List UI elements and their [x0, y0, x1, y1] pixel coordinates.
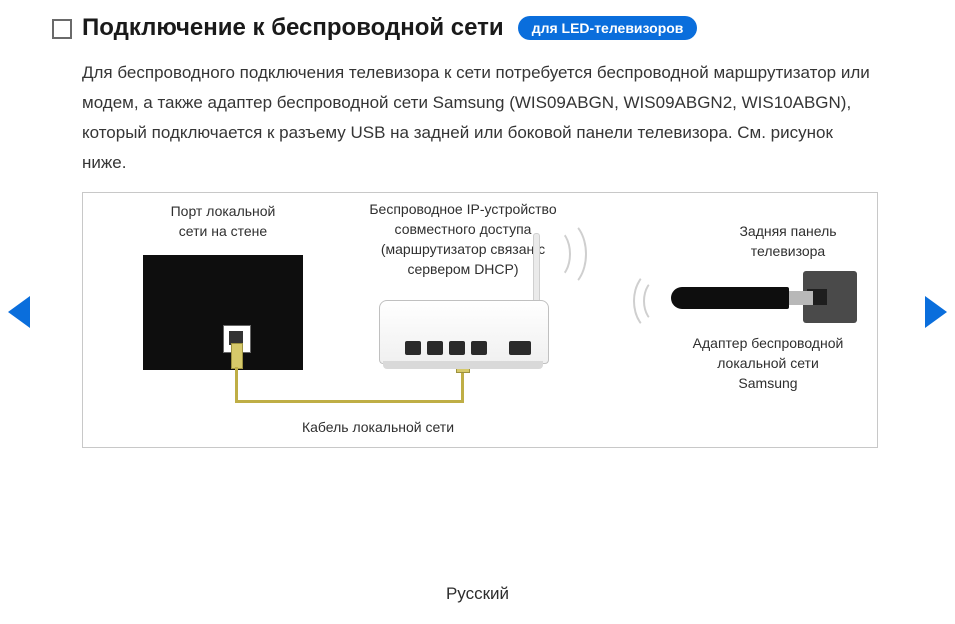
bullet-icon — [52, 19, 72, 39]
router-port — [509, 341, 531, 355]
cable-label: Кабель локальной сети — [263, 417, 493, 437]
prev-page-button[interactable] — [8, 296, 30, 328]
language-indicator: Русский — [0, 584, 955, 604]
cable-segment — [235, 367, 238, 402]
next-page-button[interactable] — [925, 296, 947, 328]
router-port — [471, 341, 487, 355]
cable-segment — [461, 368, 464, 403]
connection-diagram: Порт локальнойсети на стене Беспроводное… — [82, 192, 878, 448]
heading-row: Подключение к беспроводной сети для LED-… — [52, 14, 925, 42]
wall-port-label: Порт локальнойсети на стене — [123, 201, 323, 241]
cable-segment — [235, 400, 463, 403]
router-port — [427, 341, 443, 355]
router-feet — [383, 361, 543, 369]
wifi-wave-icon — [541, 219, 587, 289]
wifi-wave-icon — [633, 271, 673, 331]
adapter-label: Адаптер беспроводнойлокальной сетиSamsun… — [663, 333, 873, 393]
tv-back-label: Задняя панельтелевизора — [703, 221, 873, 261]
wlan-adapter-graphic — [671, 287, 789, 309]
adapter-usb-tip — [787, 291, 813, 305]
intro-paragraph: Для беспроводного подключения телевизора… — [82, 58, 872, 178]
manual-page: Подключение к беспроводной сети для LED-… — [0, 0, 955, 624]
led-tv-badge: для LED-телевизоров — [518, 16, 698, 40]
router-port — [449, 341, 465, 355]
wall-plug — [231, 343, 243, 369]
page-title: Подключение к беспроводной сети — [82, 14, 504, 42]
router-port — [405, 341, 421, 355]
